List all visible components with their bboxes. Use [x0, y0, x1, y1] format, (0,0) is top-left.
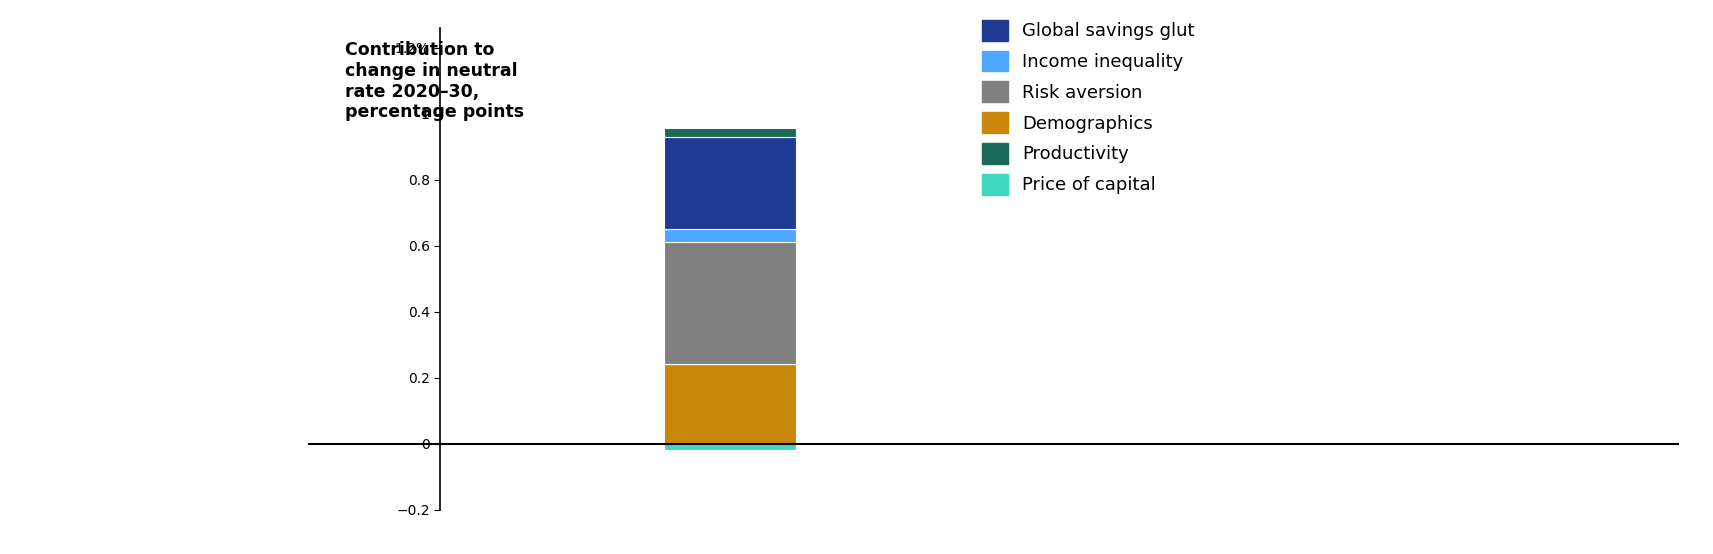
Bar: [665, 137, 797, 229]
Bar: [665, 242, 797, 365]
Bar: [665, 229, 797, 242]
Bar: [665, 365, 797, 444]
Text: Contribution to
change in neutral
rate 2020–30,
percentage points: Contribution to change in neutral rate 2…: [346, 41, 524, 121]
Legend: Global savings glut, Income inequality, Risk aversion, Demographics, Productivit: Global savings glut, Income inequality, …: [975, 13, 1203, 202]
Bar: [665, 444, 797, 450]
Bar: [665, 129, 797, 137]
